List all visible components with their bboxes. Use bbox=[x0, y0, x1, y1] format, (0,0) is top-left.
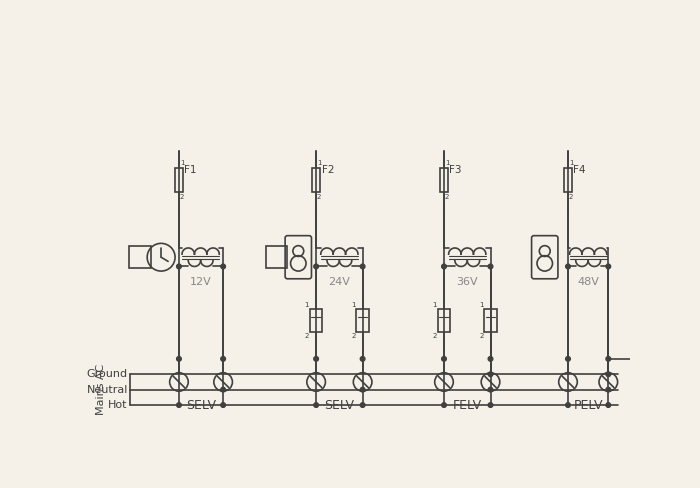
Circle shape bbox=[220, 387, 225, 392]
Text: F1: F1 bbox=[184, 165, 197, 175]
Text: 48V: 48V bbox=[578, 277, 599, 287]
Text: SELV: SELV bbox=[186, 399, 216, 412]
Circle shape bbox=[314, 357, 318, 361]
Bar bbox=[130, 246, 151, 268]
Bar bbox=[438, 309, 450, 332]
Bar bbox=[484, 309, 497, 332]
Circle shape bbox=[488, 372, 493, 377]
Circle shape bbox=[566, 403, 570, 407]
Circle shape bbox=[360, 264, 365, 269]
Text: 1: 1 bbox=[304, 302, 309, 308]
Circle shape bbox=[606, 357, 610, 361]
Bar bbox=[356, 309, 369, 332]
Text: 1: 1 bbox=[317, 160, 321, 166]
Text: 2: 2 bbox=[304, 333, 309, 339]
Text: F4: F4 bbox=[573, 165, 586, 175]
Text: 1: 1 bbox=[180, 160, 184, 166]
Text: FELV: FELV bbox=[453, 399, 482, 412]
Text: 2: 2 bbox=[351, 333, 356, 339]
Text: 1: 1 bbox=[433, 302, 437, 308]
Text: 1: 1 bbox=[479, 302, 484, 308]
Text: SELV: SELV bbox=[324, 399, 354, 412]
Text: F3: F3 bbox=[449, 165, 462, 175]
Text: Mains AC: Mains AC bbox=[97, 364, 106, 415]
Text: 1: 1 bbox=[569, 160, 573, 166]
Circle shape bbox=[640, 357, 645, 361]
Circle shape bbox=[488, 403, 493, 407]
Circle shape bbox=[176, 357, 181, 361]
Circle shape bbox=[640, 372, 645, 377]
Circle shape bbox=[220, 357, 225, 361]
Bar bbox=[312, 168, 321, 192]
Circle shape bbox=[488, 387, 493, 392]
Circle shape bbox=[488, 357, 493, 361]
Circle shape bbox=[220, 264, 225, 269]
Text: 2: 2 bbox=[444, 194, 449, 200]
Text: 2: 2 bbox=[569, 194, 573, 200]
Circle shape bbox=[442, 403, 447, 407]
Circle shape bbox=[360, 387, 365, 392]
Bar bbox=[440, 168, 448, 192]
Circle shape bbox=[566, 357, 570, 361]
Circle shape bbox=[566, 264, 570, 269]
Text: 24V: 24V bbox=[328, 277, 350, 287]
Circle shape bbox=[360, 357, 365, 361]
Text: Ground: Ground bbox=[87, 369, 128, 379]
Text: 2: 2 bbox=[317, 194, 321, 200]
Text: 2: 2 bbox=[180, 194, 184, 200]
Circle shape bbox=[606, 403, 610, 407]
Circle shape bbox=[606, 264, 610, 269]
Text: 12V: 12V bbox=[190, 277, 211, 287]
Circle shape bbox=[314, 264, 318, 269]
Text: Hot: Hot bbox=[108, 400, 128, 410]
Text: PELV: PELV bbox=[573, 399, 603, 412]
Circle shape bbox=[606, 372, 610, 377]
Text: Neutral: Neutral bbox=[86, 385, 128, 395]
Text: 36V: 36V bbox=[456, 277, 478, 287]
Text: F2: F2 bbox=[321, 165, 334, 175]
Text: 2: 2 bbox=[433, 333, 437, 339]
Bar bbox=[310, 309, 322, 332]
Circle shape bbox=[314, 403, 318, 407]
Circle shape bbox=[176, 403, 181, 407]
Circle shape bbox=[606, 387, 610, 392]
Circle shape bbox=[176, 264, 181, 269]
Bar bbox=[564, 168, 573, 192]
Circle shape bbox=[220, 403, 225, 407]
Text: 1: 1 bbox=[351, 302, 356, 308]
Circle shape bbox=[640, 403, 645, 407]
Circle shape bbox=[442, 264, 447, 269]
Circle shape bbox=[360, 403, 365, 407]
Circle shape bbox=[442, 357, 447, 361]
Text: 2: 2 bbox=[479, 333, 484, 339]
Circle shape bbox=[488, 264, 493, 269]
Bar bbox=[266, 246, 288, 268]
Bar bbox=[175, 168, 183, 192]
Text: 1: 1 bbox=[444, 160, 449, 166]
